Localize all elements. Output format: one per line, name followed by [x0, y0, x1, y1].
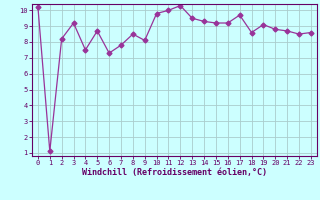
X-axis label: Windchill (Refroidissement éolien,°C): Windchill (Refroidissement éolien,°C): [82, 168, 267, 177]
